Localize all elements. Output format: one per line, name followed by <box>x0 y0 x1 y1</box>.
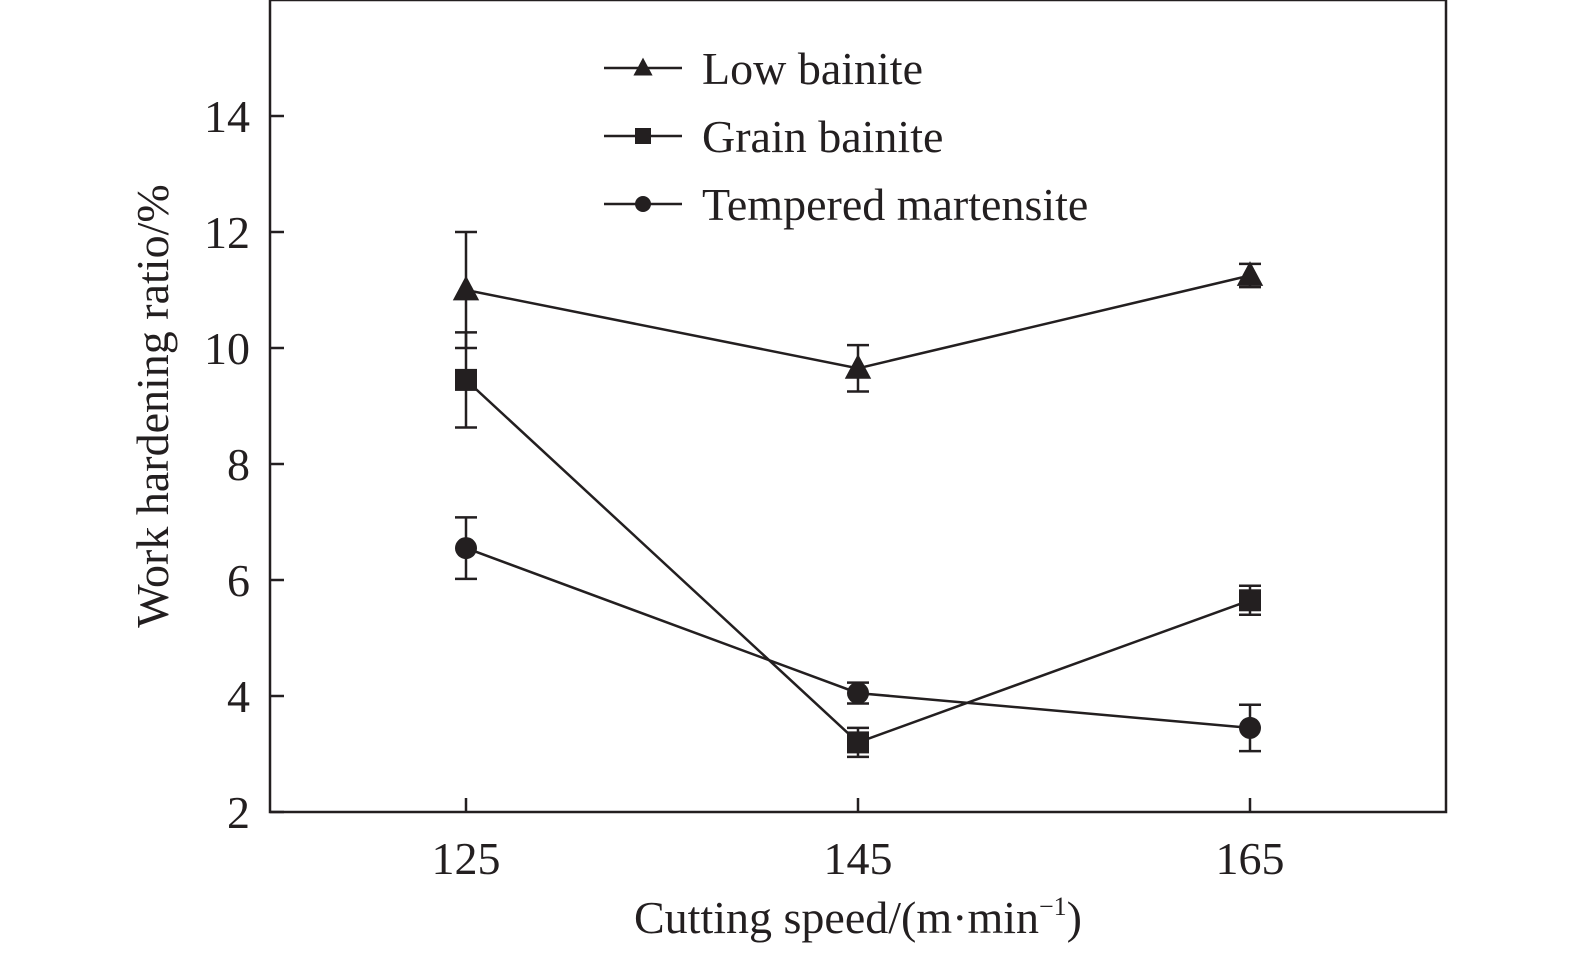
legend-label-low-bainite: Low bainite <box>702 43 923 94</box>
data-point-grain-bainite <box>455 368 477 391</box>
x-axis-title: Cutting speed/(m·min−1) <box>634 892 1082 943</box>
y-tick-label: 4 <box>227 671 250 722</box>
y-tick-label: 10 <box>204 323 250 374</box>
legend-label-grain-bainite: Grain bainite <box>702 111 943 162</box>
data-point-low-bainite <box>1236 261 1264 286</box>
y-tick-label: 8 <box>227 439 250 490</box>
legend: Low bainite Grain bainite Tempered martens… <box>604 43 1088 230</box>
x-tick-label: 165 <box>1216 833 1285 884</box>
data-point-low-bainite <box>844 353 872 379</box>
y-axis-ticks: 2 4 6 8 10 12 14 <box>204 91 284 838</box>
legend-marker-tempered-martensite <box>635 196 651 212</box>
x-axis-ticks: 125 145 165 <box>432 798 1285 884</box>
x-tick-label: 125 <box>432 833 501 884</box>
data-point-tempered-martensite <box>455 537 477 560</box>
data-point-tempered-martensite <box>1239 716 1261 739</box>
y-tick-label: 14 <box>204 91 250 142</box>
legend-label-tempered-martensite: Tempered martensite <box>702 179 1088 230</box>
x-tick-label: 145 <box>824 833 893 884</box>
y-axis-title: Work hardening ratio/% <box>127 184 178 627</box>
legend-marker-low-bainite <box>633 57 653 76</box>
data-point-tempered-martensite <box>847 682 869 705</box>
series-markers <box>452 261 1264 754</box>
data-point-low-bainite <box>452 275 480 301</box>
legend-marker-grain-bainite <box>635 128 651 144</box>
data-point-grain-bainite <box>1239 589 1261 612</box>
y-tick-label: 6 <box>227 555 250 606</box>
data-point-grain-bainite <box>847 731 869 754</box>
y-tick-label: 2 <box>227 787 250 838</box>
y-tick-label: 12 <box>204 207 250 258</box>
